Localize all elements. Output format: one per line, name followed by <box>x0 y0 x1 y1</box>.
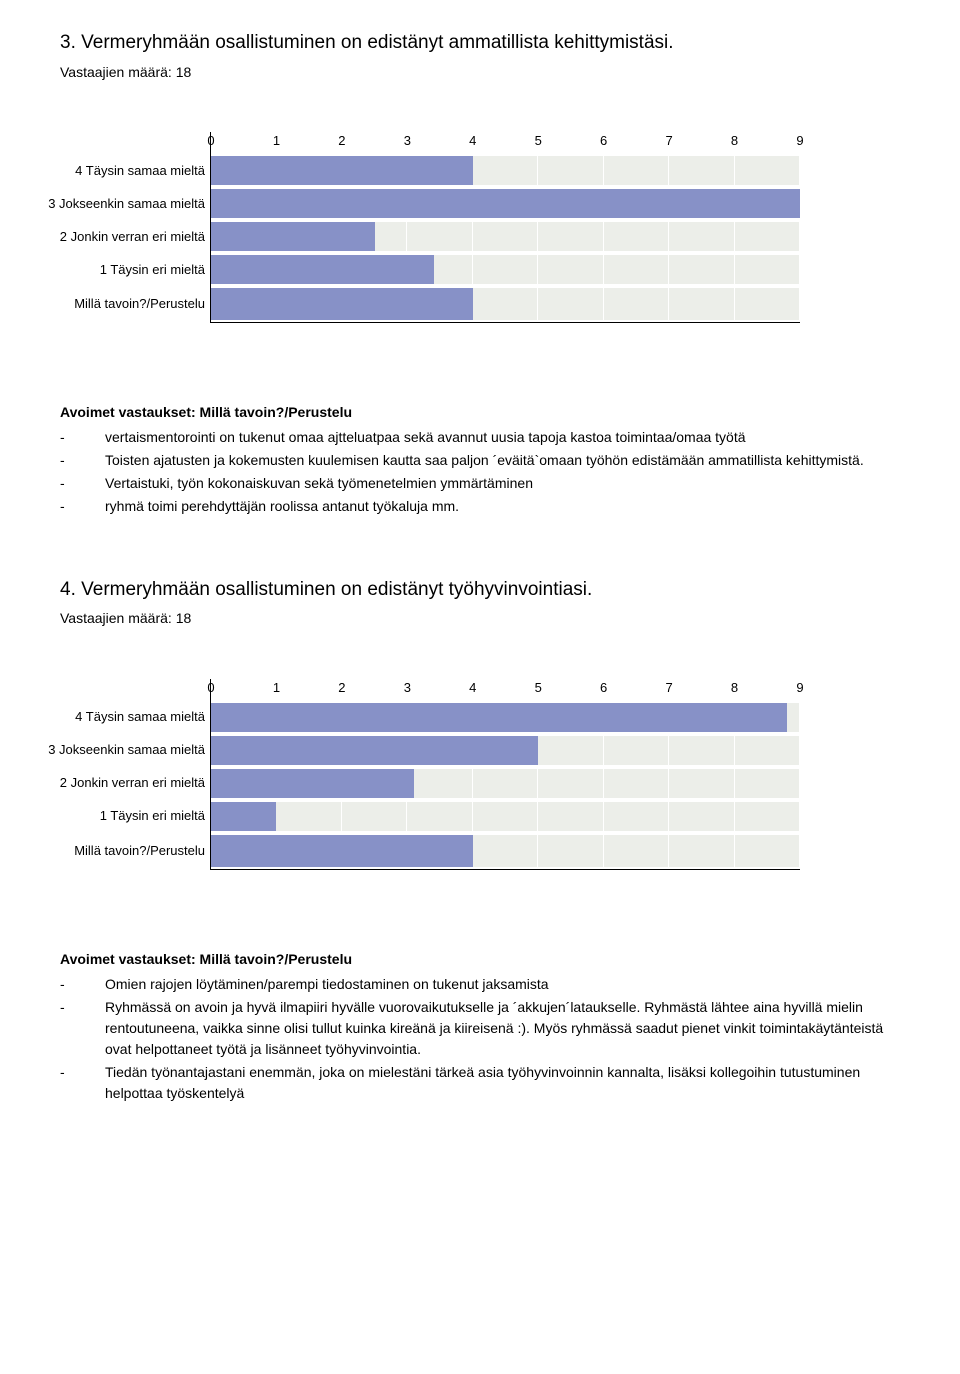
axis-tick: 1 <box>273 132 280 150</box>
axis-tick: 7 <box>665 679 672 697</box>
axis-tick: 5 <box>535 132 542 150</box>
bar-label: 4 Täysin samaa mieltä <box>75 162 211 180</box>
bar-label: Millä tavoin?/Perustelu <box>74 842 211 860</box>
axis-tick: 0 <box>207 132 214 150</box>
open-answer-text: Vertaistuki, työn kokonaiskuvan sekä työ… <box>105 473 900 494</box>
open-answer-text: ryhmä toimi perehdyttäjän roolissa antan… <box>105 496 900 517</box>
section-3: 3. Vermeryhmään osallistuminen on edistä… <box>60 30 900 517</box>
open-answer-item: -ryhmä toimi perehdyttäjän roolissa anta… <box>60 496 900 517</box>
bar-row: 3 Jokseenkin samaa mieltä <box>211 187 800 220</box>
axis-tick: 8 <box>731 679 738 697</box>
bar <box>211 288 473 320</box>
bar <box>211 189 800 218</box>
dash: - <box>60 427 105 448</box>
section-3-title: 3. Vermeryhmään osallistuminen on edistä… <box>60 30 900 57</box>
dash: - <box>60 974 105 995</box>
bar-label: 2 Jonkin verran eri mieltä <box>60 774 211 792</box>
axis-tick: 4 <box>469 679 476 697</box>
bar-row: 1 Täysin eri mieltä <box>211 253 800 286</box>
bar <box>211 222 375 251</box>
bar-row: 1 Täysin eri mieltä <box>211 800 800 833</box>
section-4-title: 4. Vermeryhmään osallistuminen on edistä… <box>60 577 900 604</box>
axis-tick: 9 <box>796 132 803 150</box>
section-3-open-list: -vertaismentorointi on tukenut omaa ajtt… <box>60 427 900 517</box>
bar <box>211 703 787 732</box>
axis-tick: 8 <box>731 132 738 150</box>
bar <box>211 156 473 185</box>
open-answer-text: vertaismentorointi on tukenut omaa ajtte… <box>105 427 900 448</box>
open-answer-item: -Toisten ajatusten ja kokemusten kuulemi… <box>60 450 900 471</box>
open-answer-item: -Ryhmässä on avoin ja hyvä ilmapiiri hyv… <box>60 997 900 1060</box>
chart-3-axis: 0 1 2 3 4 5 6 7 8 9 <box>210 132 800 154</box>
bar-row: Millä tavoin?/Perustelu <box>211 286 800 322</box>
open-answer-item: -vertaismentorointi on tukenut omaa ajtt… <box>60 427 900 448</box>
bar-row: 2 Jonkin verran eri mieltä <box>211 767 800 800</box>
bar-label: 4 Täysin samaa mieltä <box>75 708 211 726</box>
bar-label: 1 Täysin eri mieltä <box>100 261 211 279</box>
bar <box>211 802 276 831</box>
chart-4-axis: 0 1 2 3 4 5 6 7 8 9 <box>210 679 800 701</box>
dash: - <box>60 450 105 471</box>
bar-label: 1 Täysin eri mieltä <box>100 807 211 825</box>
dash: - <box>60 473 105 494</box>
section-4-open-list: -Omien rajojen löytäminen/parempi tiedos… <box>60 974 900 1104</box>
axis-tick: 6 <box>600 132 607 150</box>
section-3-respondents: Vastaajien määrä: 18 <box>60 63 900 83</box>
section-3-chart: 0 1 2 3 4 5 6 7 8 9 4 Täysin samaa mieltä3 Joksee… <box>60 132 900 323</box>
bar-label: 2 Jonkin verran eri mieltä <box>60 228 211 246</box>
bar-row: 3 Jokseenkin samaa mieltä <box>211 734 800 767</box>
bar-row: 2 Jonkin verran eri mieltä <box>211 220 800 253</box>
open-answer-text: Tiedän työnantajastani enemmän, joka on … <box>105 1062 900 1104</box>
axis-tick: 6 <box>600 679 607 697</box>
bar <box>211 736 538 765</box>
dash: - <box>60 997 105 1060</box>
section-4-respondents: Vastaajien määrä: 18 <box>60 609 900 629</box>
open-answer-text: Ryhmässä on avoin ja hyvä ilmapiiri hyvä… <box>105 997 900 1060</box>
axis-tick: 2 <box>338 132 345 150</box>
open-answer-text: Omien rajojen löytäminen/parempi tiedost… <box>105 974 900 995</box>
chart-3-bars: 4 Täysin samaa mieltä3 Jokseenkin samaa … <box>210 154 800 323</box>
bar <box>211 769 414 798</box>
axis-tick: 3 <box>404 679 411 697</box>
axis-tick: 7 <box>665 132 672 150</box>
open-answer-text: Toisten ajatusten ja kokemusten kuulemis… <box>105 450 900 471</box>
bar <box>211 835 473 867</box>
open-answer-item: -Omien rajojen löytäminen/parempi tiedos… <box>60 974 900 995</box>
dash: - <box>60 496 105 517</box>
section-4-open-title: Avoimet vastaukset: Millä tavoin?/Perust… <box>60 950 900 970</box>
axis-tick: 3 <box>404 132 411 150</box>
axis-tick: 2 <box>338 679 345 697</box>
section-4-chart: 0 1 2 3 4 5 6 7 8 9 4 Täysin samaa mieltä3 Joksee… <box>60 679 900 870</box>
axis-tick: 1 <box>273 679 280 697</box>
chart-4-bars: 4 Täysin samaa mieltä3 Jokseenkin samaa … <box>210 701 800 870</box>
dash: - <box>60 1062 105 1104</box>
bar <box>211 255 434 284</box>
section-3-open-title: Avoimet vastaukset: Millä tavoin?/Perust… <box>60 403 900 423</box>
bar-label: 3 Jokseenkin samaa mieltä <box>48 195 211 213</box>
bar-row: 4 Täysin samaa mieltä <box>211 701 800 734</box>
open-answer-item: -Tiedän työnantajastani enemmän, joka on… <box>60 1062 900 1104</box>
axis-tick: 4 <box>469 132 476 150</box>
axis-tick: 5 <box>535 679 542 697</box>
bar-row: Millä tavoin?/Perustelu <box>211 833 800 869</box>
axis-tick: 0 <box>207 679 214 697</box>
bar-row: 4 Täysin samaa mieltä <box>211 154 800 187</box>
section-4: 4. Vermeryhmään osallistuminen on edistä… <box>60 577 900 1104</box>
bar-label: 3 Jokseenkin samaa mieltä <box>48 741 211 759</box>
open-answer-item: -Vertaistuki, työn kokonaiskuvan sekä ty… <box>60 473 900 494</box>
axis-tick: 9 <box>796 679 803 697</box>
bar-label: Millä tavoin?/Perustelu <box>74 295 211 313</box>
